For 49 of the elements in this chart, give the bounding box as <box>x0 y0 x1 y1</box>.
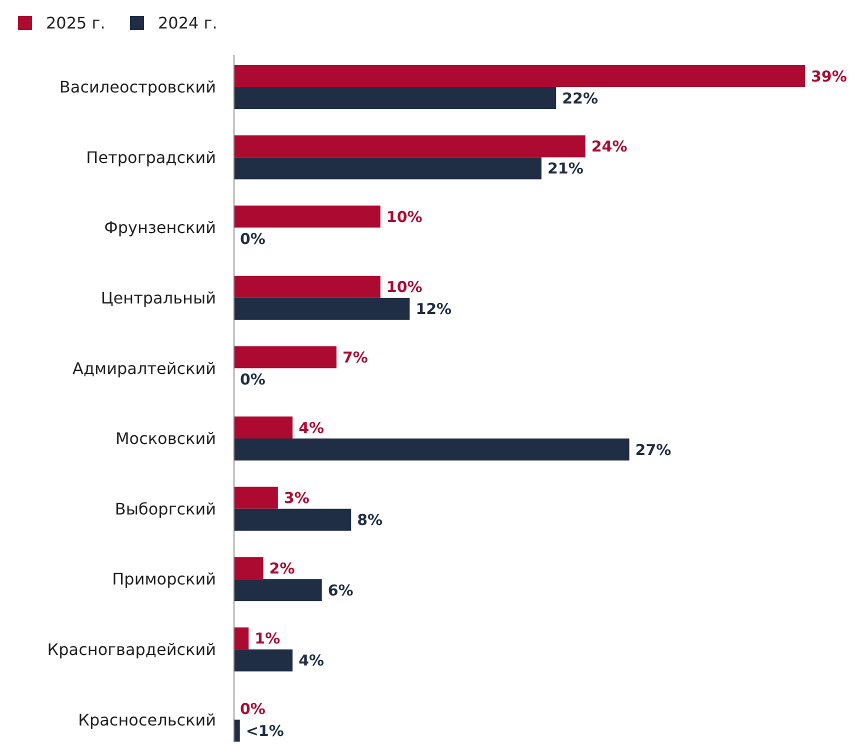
bar <box>234 627 249 650</box>
bar <box>234 135 586 158</box>
bar <box>234 276 380 298</box>
data-label: <1% <box>246 722 284 740</box>
data-label: 4% <box>298 652 324 670</box>
bar <box>234 486 278 509</box>
data-label: 10% <box>386 278 422 296</box>
data-label: 4% <box>298 418 324 437</box>
bar <box>234 557 264 580</box>
data-label: 2% <box>269 559 295 578</box>
legend-label: 2024 г. <box>158 14 218 33</box>
data-label: 7% <box>342 348 368 366</box>
bar <box>234 649 293 672</box>
data-label: 1% <box>254 630 280 648</box>
data-label: 22% <box>562 89 598 108</box>
bar <box>234 579 322 602</box>
y-tick-label: Василеостровский <box>59 78 216 97</box>
data-label: 8% <box>357 511 383 530</box>
bar <box>234 206 380 228</box>
data-label: 10% <box>386 208 422 226</box>
bar <box>234 157 542 180</box>
legend-label: 2025 г. <box>46 14 106 33</box>
bar <box>234 346 336 368</box>
data-label: 0% <box>240 230 266 248</box>
y-tick-label: Московский <box>115 429 216 448</box>
data-label: 27% <box>635 440 672 459</box>
data-label: 21% <box>547 160 584 178</box>
y-tick-label: Фрунзенский <box>104 218 216 238</box>
y-tick-label: Центральный <box>100 288 216 308</box>
data-label: 6% <box>328 581 354 600</box>
data-label: 24% <box>591 138 628 156</box>
y-tick-label: Адмиралтейский <box>72 358 216 378</box>
data-label: 0% <box>240 700 266 718</box>
bar <box>234 508 352 531</box>
y-tick-label: Красносельский <box>78 710 216 730</box>
bar <box>234 87 556 109</box>
data-label: 3% <box>284 489 310 508</box>
bar <box>234 65 805 87</box>
data-label: 0% <box>240 370 266 388</box>
bar <box>234 416 293 438</box>
y-tick-label: Приморский <box>112 570 216 589</box>
y-tick-label: Красногвардейский <box>47 640 216 659</box>
data-label: 12% <box>416 300 452 318</box>
y-tick-label: Петроградский <box>86 148 216 167</box>
data-label: 39% <box>811 67 847 86</box>
bar <box>234 720 240 742</box>
bar <box>234 298 410 320</box>
bar <box>234 438 630 460</box>
y-tick-label: Выборгский <box>114 499 216 518</box>
